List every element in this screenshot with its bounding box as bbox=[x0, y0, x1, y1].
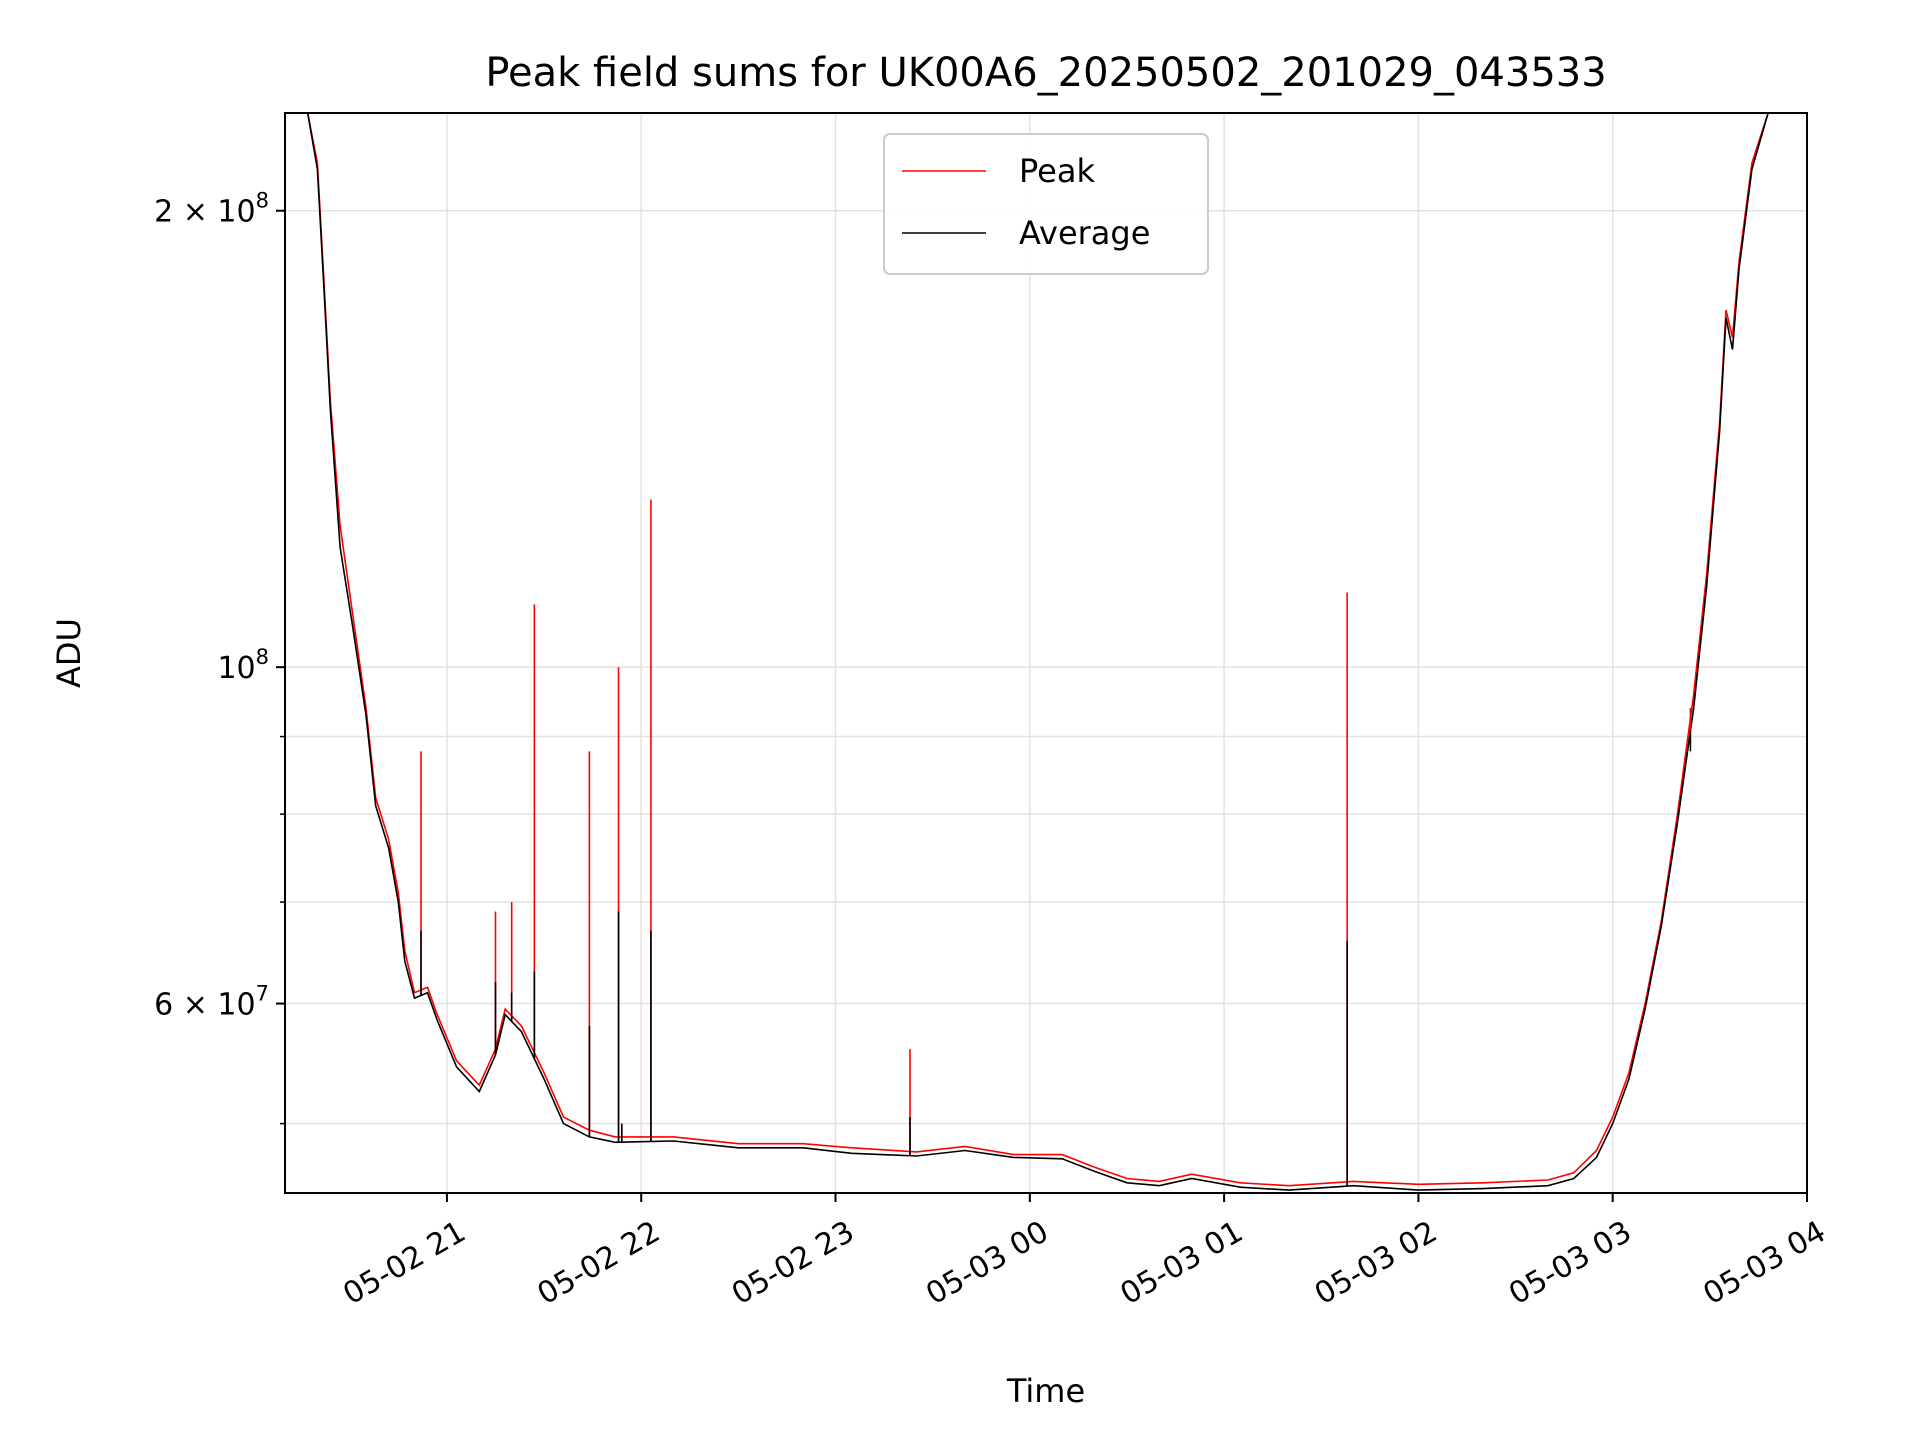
series-line-peak bbox=[285, 113, 1807, 1187]
chart-title: Peak field sums for UK00A6_20250502_2010… bbox=[485, 50, 1606, 96]
plot-frame bbox=[284, 112, 1808, 1194]
series-line-average bbox=[285, 113, 1807, 1191]
x-axis-label: Time bbox=[1006, 1372, 1085, 1410]
series-layer bbox=[285, 113, 1807, 1191]
legend-label-peak: Peak bbox=[1019, 152, 1095, 190]
legend-label-average: Average bbox=[1019, 214, 1150, 252]
legend-box bbox=[883, 133, 1209, 275]
y-tick-label: 2 × 108 bbox=[154, 189, 269, 230]
y-tick-label: 108 bbox=[217, 645, 269, 686]
y-axis-label: ADU bbox=[50, 618, 88, 688]
y-tick-label: 6 × 107 bbox=[154, 982, 269, 1023]
legend: Peak Average bbox=[883, 133, 1209, 275]
